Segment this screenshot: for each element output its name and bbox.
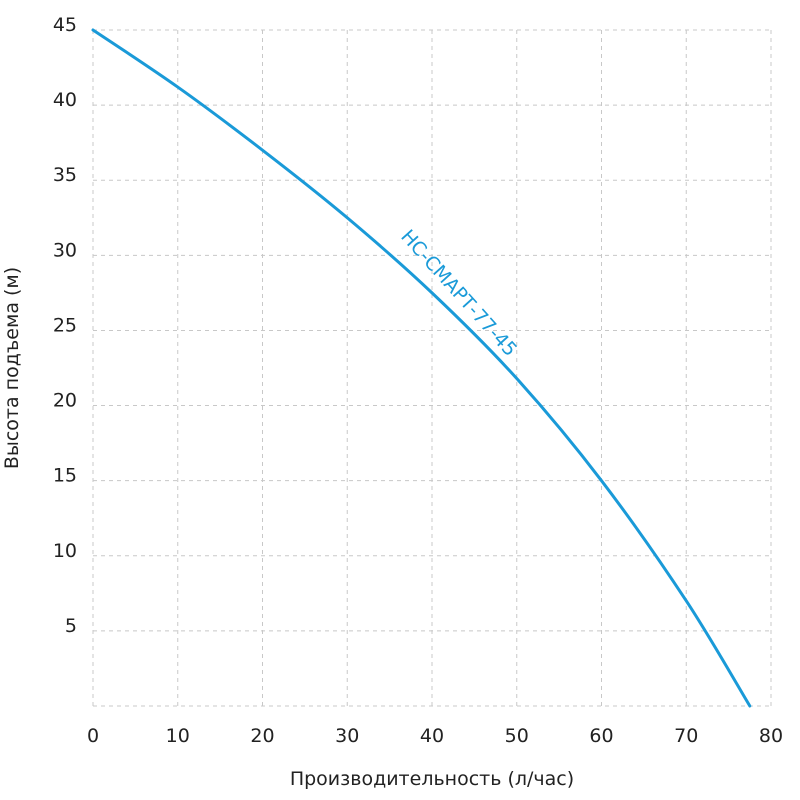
x-tick-label: 40 — [420, 725, 444, 747]
x-tick-label: 20 — [250, 725, 274, 747]
y-axis-title: Высота подъема (м) — [1, 267, 23, 469]
grid — [92, 29, 772, 707]
y-tick-label: 15 — [53, 465, 77, 487]
y-tick-label: 5 — [65, 615, 77, 637]
x-tick-label: 70 — [674, 725, 698, 747]
x-axis-title: Производительность (л/час) — [290, 768, 574, 790]
x-tick-label: 60 — [589, 725, 613, 747]
x-tick-label: 30 — [335, 725, 359, 747]
series-label: НС-СМАРТ-77-45 — [396, 226, 521, 361]
series-lines — [91, 28, 752, 708]
x-tick-label: 10 — [166, 725, 190, 747]
x-tick-label: 50 — [505, 725, 529, 747]
y-tick-label: 45 — [53, 14, 77, 36]
series-line — [91, 28, 752, 708]
y-tick-label: 40 — [53, 89, 77, 111]
x-tick-label: 80 — [759, 725, 783, 747]
y-tick-label: 20 — [53, 390, 77, 412]
x-tick-label: 0 — [87, 725, 99, 747]
y-tick-label: 10 — [53, 540, 77, 562]
x-tick-labels: 0 10 20 30 40 50 60 70 80 — [87, 725, 783, 747]
y-tick-labels: 5 10 15 20 25 30 35 40 45 — [53, 14, 77, 637]
y-tick-label: 35 — [53, 164, 77, 186]
y-tick-label: 25 — [53, 314, 77, 336]
y-tick-label: 30 — [53, 239, 77, 261]
